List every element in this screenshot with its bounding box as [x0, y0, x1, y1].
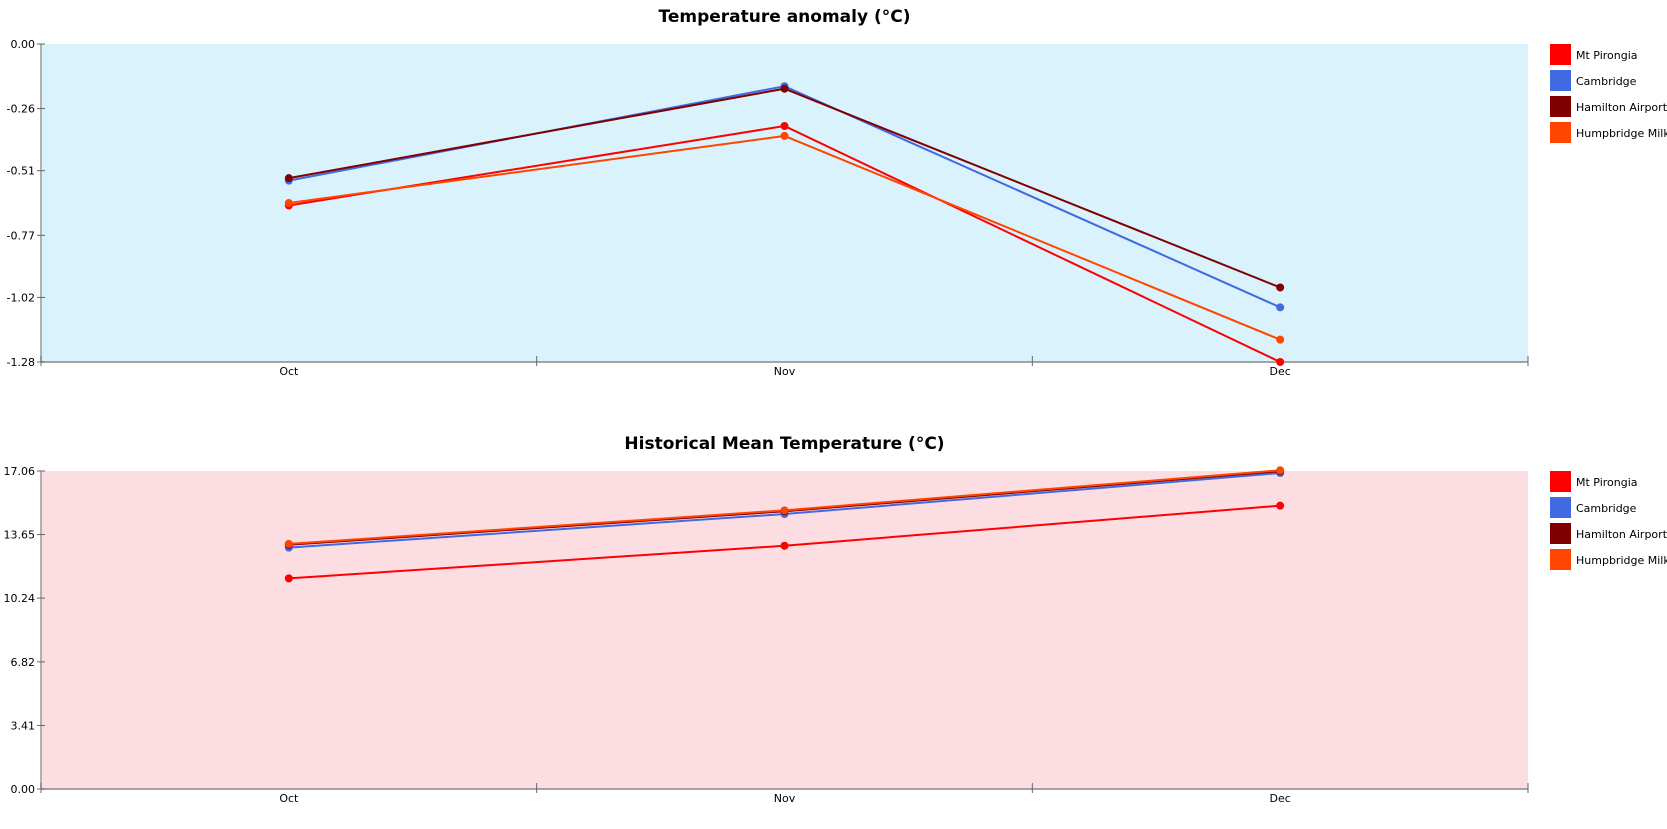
- chart1-legend-swatch-humpbridge-milk: [1550, 549, 1571, 570]
- chart0-point-cambridge: [1276, 303, 1285, 312]
- chart0-y-tick-label: -1.02: [7, 291, 35, 304]
- chart0-legend-label: Humpbridge Milk: [1576, 127, 1667, 140]
- chart1-title: Historical Mean Temperature (°C): [624, 434, 944, 454]
- chart0-x-tick-label: Oct: [279, 365, 299, 378]
- chart0-point-hamilton-airport: [284, 174, 293, 183]
- chart1-point-humpbridge-milk: [1276, 466, 1285, 475]
- chart0-y-tick-label: -0.51: [7, 165, 35, 178]
- chart0-point-mt-pirongia: [1276, 358, 1285, 366]
- chart0-x-tick-label: Nov: [774, 365, 796, 378]
- chart1-point-mt-pirongia: [780, 541, 789, 550]
- chart0-y-tick-label: -0.77: [7, 229, 35, 242]
- chart1-legend-label: Cambridge: [1576, 502, 1637, 515]
- chart0-legend-swatch-cambridge: [1550, 70, 1571, 91]
- chart0-point-humpbridge-milk: [284, 199, 293, 207]
- chart1-x-tick-label: Nov: [774, 792, 796, 805]
- chart0-y-tick-label: -0.26: [7, 103, 35, 116]
- temperature-anomaly-svg: Temperature anomaly (°C) 0.00 -0.26 -0.51 -0…: [7, 7, 1667, 378]
- chart1-x-tick-label: Oct: [279, 792, 299, 805]
- chart1-point-humpbridge-milk: [284, 539, 293, 548]
- chart1-legend-label: Hamilton Airport: [1576, 528, 1667, 541]
- chart1-point-humpbridge-milk: [780, 506, 789, 515]
- chart0-point-hamilton-airport: [780, 84, 789, 93]
- chart1-y-tick-label: 10.24: [4, 592, 36, 605]
- chart1-legend-swatch-hamilton-airport: [1550, 523, 1571, 544]
- chart0-legend-swatch-humpbridge-milk: [1550, 122, 1571, 143]
- chart1-legend-label: Humpbridge Milk: [1576, 554, 1667, 567]
- chart1-legend-label: Mt Pirongia: [1576, 476, 1638, 489]
- chart1-y-tick-label: 17.06: [4, 465, 36, 478]
- chart0-legend-swatch-hamilton-airport: [1550, 96, 1571, 117]
- chart1-legend-swatch-mt-pirongia: [1550, 471, 1571, 492]
- chart0-title: Temperature anomaly (°C): [659, 7, 911, 27]
- chart1-y-tick-label: 13.65: [4, 529, 36, 542]
- chart1-y-tick-label: 0.00: [11, 783, 36, 796]
- chart0-legend-swatch-mt-pirongia: [1550, 44, 1571, 65]
- chart1-y-tick-label: 3.41: [11, 719, 36, 732]
- chart1-plot-area: [41, 471, 1528, 789]
- chart1-point-mt-pirongia: [284, 574, 293, 583]
- chart0-legend-label: Hamilton Airport: [1576, 101, 1667, 114]
- chart0-point-humpbridge-milk: [780, 131, 789, 140]
- historical-mean-temperature-svg: Historical Mean Temperature (°C) 17.06 13.…: [4, 434, 1667, 805]
- temperature-anomaly-chart: Temperature anomaly (°C) 0.00 -0.26 -0.51 -0…: [0, 0, 1667, 400]
- chart0-point-mt-pirongia: [780, 121, 789, 130]
- chart0-y-tick-label: 0.00: [11, 38, 36, 51]
- chart0-legend-label: Cambridge: [1576, 75, 1637, 88]
- chart0-point-humpbridge-milk: [1276, 335, 1285, 344]
- historical-mean-temperature-chart: Historical Mean Temperature (°C) 17.06 13.…: [0, 427, 1667, 827]
- chart1-x-tick-label: Dec: [1270, 792, 1291, 805]
- chart1-legend-swatch-cambridge: [1550, 497, 1571, 518]
- chart0-legend-label: Mt Pirongia: [1576, 49, 1638, 62]
- chart0-point-hamilton-airport: [1276, 283, 1285, 292]
- chart1-y-tick-label: 6.82: [11, 656, 36, 669]
- chart1-point-mt-pirongia: [1276, 501, 1285, 510]
- chart0-y-tick-label: -1.28: [7, 356, 35, 369]
- chart0-x-tick-label: Dec: [1270, 365, 1291, 378]
